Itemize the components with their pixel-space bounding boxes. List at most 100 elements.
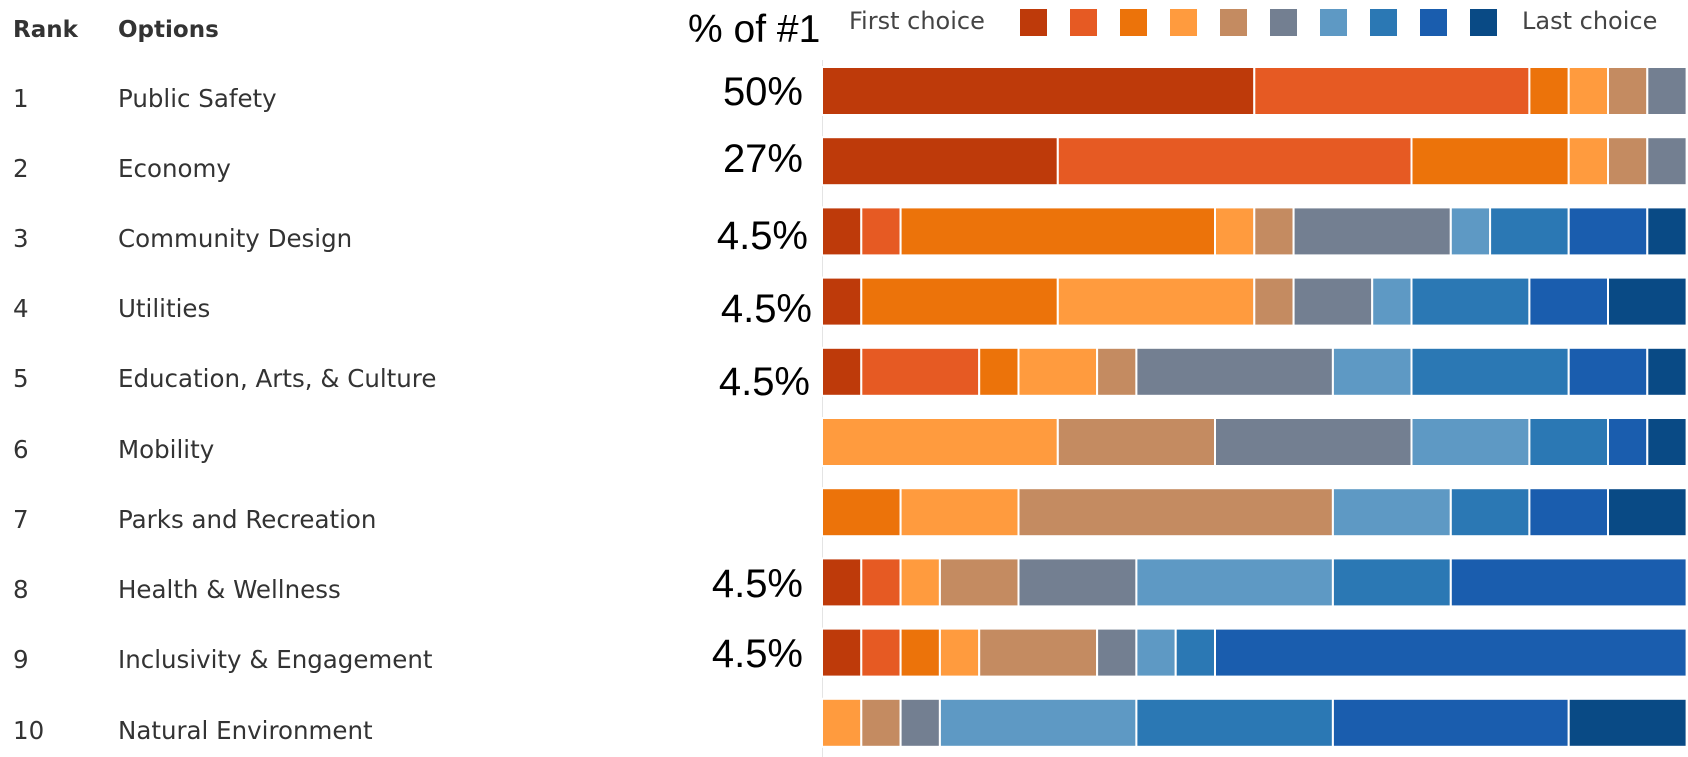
bar-segment — [1646, 136, 1688, 187]
bar-segment — [1096, 627, 1138, 678]
bar-segment — [899, 557, 941, 608]
bar-segment — [1214, 417, 1413, 467]
option-label: Public Safety — [118, 84, 277, 113]
bar-segment — [1449, 206, 1492, 257]
bar-segment — [821, 697, 863, 748]
legend-last-choice-label: Last choice — [1522, 7, 1658, 35]
bar-segment — [860, 346, 981, 397]
bar-segment — [1331, 346, 1413, 397]
bar-segment — [1607, 66, 1649, 116]
bar-segment — [899, 697, 941, 748]
legend-swatch — [1220, 9, 1247, 36]
bar-segment — [860, 557, 902, 608]
bar-segment — [1489, 206, 1570, 257]
rank-number: 3 — [13, 224, 29, 253]
legend-swatch — [1120, 9, 1147, 36]
rank-number: 2 — [13, 154, 29, 183]
bar-segment — [821, 487, 902, 538]
legend-first-choice-label: First choice — [849, 7, 985, 35]
bar-segment — [1371, 276, 1413, 327]
bar-segment — [860, 206, 902, 257]
bar-segment — [899, 206, 1216, 257]
bar-segment — [1331, 487, 1452, 538]
bar-segment — [1528, 276, 1610, 327]
rank-number: 4 — [13, 294, 29, 323]
bar-segment — [1567, 66, 1609, 116]
bar-segment — [1135, 557, 1334, 608]
bar-segment — [938, 697, 1138, 748]
bar-segment — [821, 417, 1059, 467]
bar-segment — [821, 557, 863, 608]
option-label: Parks and Recreation — [118, 505, 377, 534]
option-label: Natural Environment — [118, 716, 373, 745]
bar-segment — [1253, 276, 1295, 327]
bar-segment — [821, 136, 1059, 187]
bar-segment — [1096, 346, 1138, 397]
bar-segment — [1214, 627, 1688, 678]
legend-swatch — [1470, 9, 1497, 36]
option-label: Inclusivity & Engagement — [118, 645, 433, 674]
pct-of-first-value: 4.5% — [716, 214, 808, 258]
bar-segment — [1174, 627, 1216, 678]
rank-column-header: Rank — [13, 17, 78, 43]
bar-segment — [1567, 697, 1688, 748]
option-label: Health & Wellness — [118, 575, 341, 604]
bar-segment — [1410, 346, 1570, 397]
bar-segment — [1056, 136, 1413, 187]
rank-number: 7 — [13, 505, 29, 534]
bar-segment — [1528, 417, 1610, 467]
bar-segment — [1410, 417, 1531, 467]
pct-of-first-value: 50% — [722, 70, 803, 114]
legend-swatch — [1420, 9, 1447, 36]
rank-number: 10 — [13, 716, 45, 745]
bar-segment — [1017, 346, 1099, 397]
pct-of-first-header: % of #1 — [688, 8, 821, 51]
pct-of-first-value: 4.5% — [718, 360, 810, 404]
bar-segment — [899, 487, 1020, 538]
options-column-header: Options — [118, 17, 219, 43]
bar-segment — [860, 627, 902, 678]
legend-swatch — [1020, 9, 1047, 36]
bar-segment — [1135, 627, 1177, 678]
bar-segment — [1646, 66, 1688, 116]
bar-segment — [978, 627, 1099, 678]
legend-swatch — [1270, 9, 1297, 36]
bar-segment — [1567, 136, 1609, 187]
bar-segment — [1646, 346, 1688, 397]
legend-swatches — [1020, 6, 1520, 38]
bar-segment — [1017, 557, 1138, 608]
bar-segment — [821, 206, 863, 257]
bar-segment — [821, 276, 863, 327]
rank-number: 9 — [13, 645, 29, 674]
bar-segment — [1607, 276, 1688, 327]
bar-segment — [1528, 66, 1570, 116]
option-label: Utilities — [118, 294, 211, 323]
bar-segment — [1607, 136, 1649, 187]
bar-segment — [1607, 487, 1688, 538]
pct-of-first-value: 4.5% — [711, 632, 803, 676]
pct-of-first-value: 4.5% — [720, 287, 812, 331]
legend-swatch — [1320, 9, 1347, 36]
bar-segment — [1449, 487, 1531, 538]
bar-segment — [1410, 276, 1531, 327]
bar-segment — [978, 346, 1020, 397]
rank-number: 6 — [13, 435, 29, 464]
chart-axis-line — [822, 60, 823, 757]
bar-segment — [821, 346, 863, 397]
option-label: Economy — [118, 154, 231, 183]
bar-segment — [860, 276, 1059, 327]
bar-segment — [1410, 136, 1570, 187]
bar-segment — [1646, 206, 1688, 257]
bar-segment — [899, 627, 941, 678]
bar-segment — [1056, 276, 1256, 327]
legend-swatch — [1170, 9, 1197, 36]
bar-segment — [1292, 206, 1452, 257]
bar-segment — [821, 627, 863, 678]
bar-segment — [1056, 417, 1217, 467]
bar-segment — [1607, 417, 1649, 467]
legend-swatch — [1070, 9, 1097, 36]
bar-segment — [860, 697, 902, 748]
bar-segment — [821, 66, 1256, 116]
bar-segment — [1253, 66, 1531, 116]
